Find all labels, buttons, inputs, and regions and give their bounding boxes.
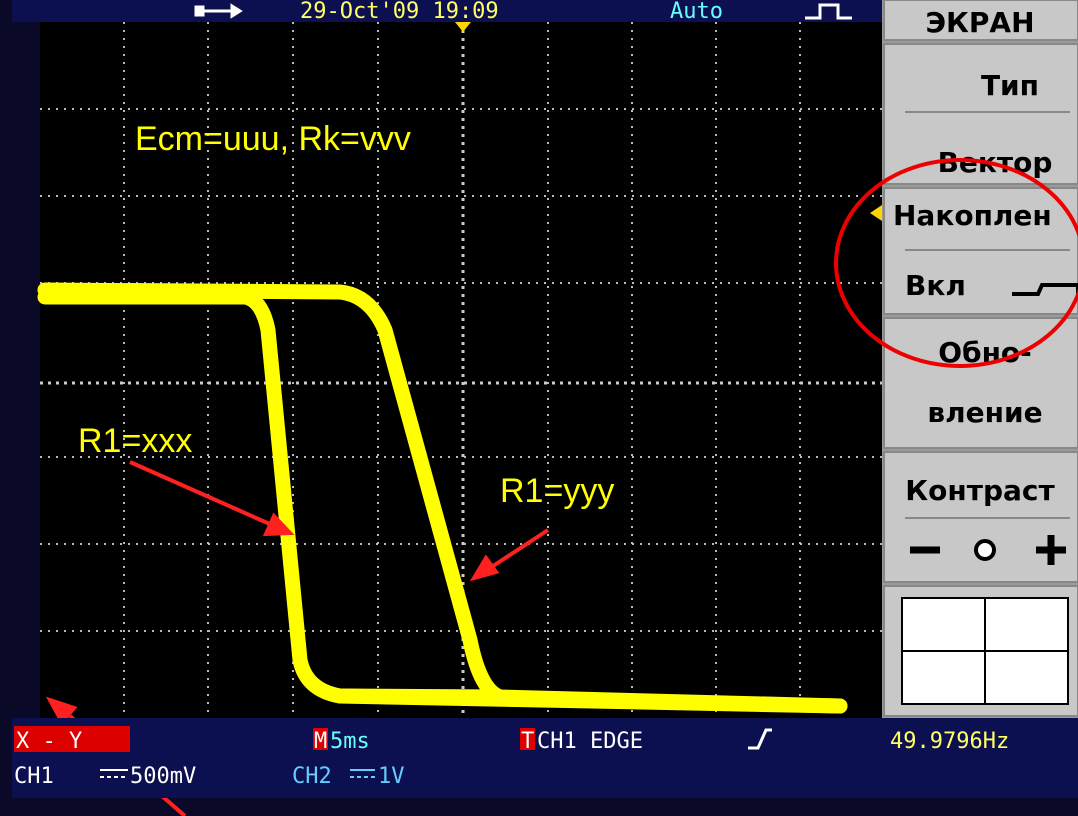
caption: Ecm=uuu, Rk=vvv bbox=[135, 120, 411, 158]
scope-screen: 29-Oct'09 19:09 Auto Ecm=uuu, Rk=vvv R1=… bbox=[0, 0, 1078, 816]
ch1-scale: 500mV bbox=[130, 764, 196, 789]
persist-label: Накоплен bbox=[893, 199, 1052, 232]
left-trace-label: R1=xxx bbox=[78, 422, 192, 460]
mode: X - Y bbox=[16, 729, 82, 754]
frequency: 49.9796Hz bbox=[890, 729, 1009, 754]
trigger-marker-label: T bbox=[521, 729, 534, 754]
ch1-label: CH1 bbox=[14, 764, 54, 789]
refresh-line2: вление bbox=[927, 396, 1042, 429]
timebase: 5ms bbox=[330, 729, 370, 754]
trigger-mode: Auto bbox=[670, 0, 723, 24]
contrast-label: Контраст bbox=[905, 474, 1055, 507]
trace-bottom bbox=[340, 696, 500, 697]
trigger: CH1 EDGE bbox=[537, 729, 643, 754]
right-trace-label: R1=yyy bbox=[500, 472, 614, 510]
persist-value: Вкл bbox=[905, 269, 966, 302]
ch2-label: CH2 bbox=[292, 764, 332, 789]
type-label: Тип bbox=[981, 69, 1039, 102]
date-time: 29-Oct'09 19:09 bbox=[300, 0, 499, 24]
timebase-marker: M bbox=[314, 729, 327, 754]
ch2-scale: 1V bbox=[378, 764, 405, 789]
menu-title: ЭКРАН bbox=[925, 6, 1034, 39]
